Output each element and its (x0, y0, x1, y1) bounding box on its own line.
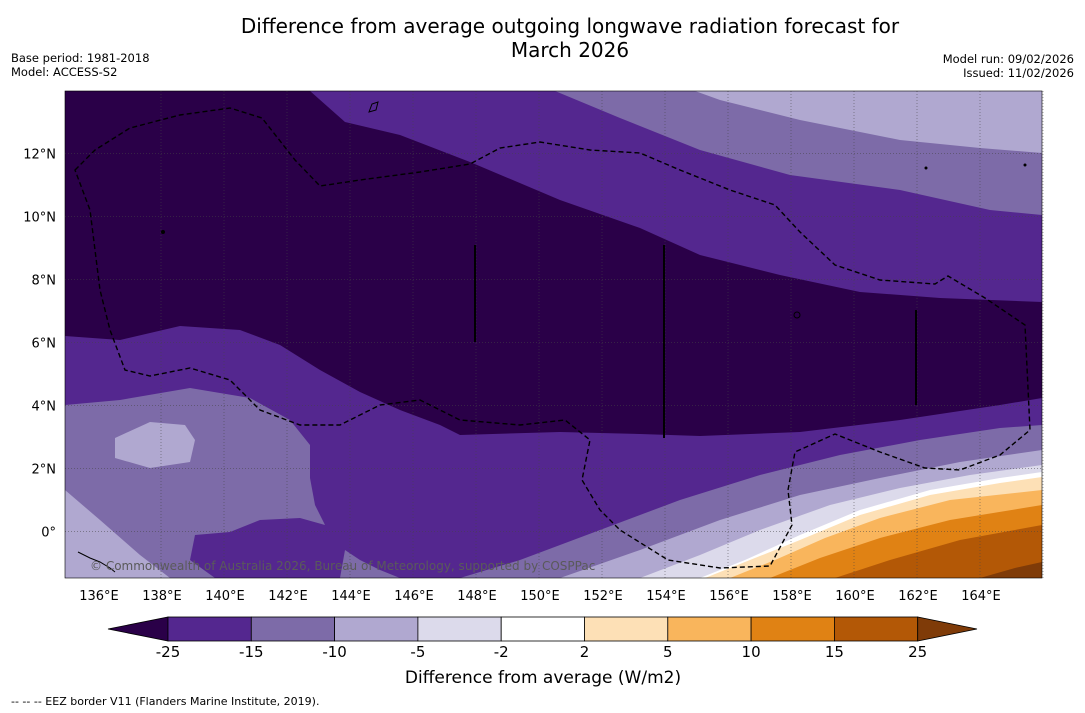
band-minus10-south-island (340, 550, 400, 578)
x-tick-label: 154°E (646, 589, 686, 604)
anomaly-field (65, 91, 1042, 578)
meridian-artifacts (474, 245, 917, 438)
x-tick-label: 152°E (583, 589, 623, 604)
band-plus25 (980, 562, 1042, 578)
island-mark (368, 101, 379, 113)
y-tick-label: 4°N (32, 400, 57, 415)
colorbar-segment (584, 616, 669, 642)
x-tick-label: 162°E (898, 589, 938, 604)
colorbar-tick-label: -15 (239, 643, 264, 661)
colorbar-segment (250, 616, 336, 642)
x-tick-label: 160°E (835, 589, 875, 604)
x-tick-label: 158°E (772, 589, 812, 604)
colorbar-segment (750, 616, 835, 642)
y-axis-labels: 12°N 10°N 8°N 6°N 4°N 2°N 0° (23, 148, 56, 541)
colorbar-tick-label: 25 (908, 643, 928, 661)
title-line-2: March 2026 (510, 38, 630, 62)
band-minus25 (65, 91, 1042, 436)
eez-footnote: -- -- -- EEZ border V11 (Flanders Marine… (11, 695, 320, 708)
island-mark (77, 551, 116, 573)
colorbar-segment (667, 616, 752, 642)
eez-border (74, 107, 1031, 569)
colorbar-segment (167, 616, 252, 642)
x-tick-label: 164°E (961, 589, 1001, 604)
band-minus5-north (695, 91, 1042, 153)
colorbar-segment (500, 616, 585, 642)
model-run: Model run: 09/02/2026 (942, 52, 1074, 66)
model-name: Model: ACCESS-S2 (11, 65, 118, 79)
run-info: Model run: 09/02/2026 Issued: 11/02/2026 (943, 52, 1074, 80)
colorbar-tick-label: 2 (579, 643, 590, 661)
colorbar-tick-label: -10 (322, 643, 347, 661)
x-tick-label: 156°E (709, 589, 749, 604)
band-minus5-southwest (65, 490, 170, 578)
colorbar-segment (417, 616, 502, 642)
eez-border-line (74, 107, 1031, 569)
colorbar-tick-label: -2 (493, 643, 509, 661)
x-tick-label: 148°E (457, 589, 497, 604)
y-tick-label: 6°N (32, 337, 57, 352)
credit-text: © Commonwealth of Australia 2026, Bureau… (90, 559, 596, 573)
colorbar-title: Difference from average (W/m2) (404, 668, 682, 688)
base-info: Base period: 1981-2018 Model: ACCESS-S2 (11, 51, 150, 79)
x-tick-label: 146°E (394, 589, 434, 604)
y-tick-label: 12°N (23, 148, 56, 163)
x-tick-label: 136°E (79, 589, 119, 604)
x-tick-label: 138°E (142, 589, 182, 604)
band-minus5-west (115, 422, 195, 468)
island-mark (793, 311, 801, 319)
colorbar-tick-label: -25 (155, 643, 181, 661)
y-tick-label: 8°N (32, 274, 57, 289)
colorbar-segment (334, 616, 419, 642)
x-tick-label: 142°E (268, 589, 308, 604)
x-tick-label: 150°E (520, 589, 560, 604)
colorbar-tick-label: 15 (824, 643, 844, 661)
x-tick-label: 144°E (331, 589, 371, 604)
island-mark (1023, 163, 1027, 167)
colorbar (107, 616, 978, 642)
y-tick-label: 0° (41, 526, 56, 541)
band-plus15 (835, 525, 1042, 578)
colorbar-tick-label: -5 (410, 643, 426, 661)
x-axis-labels: 136°E 138°E 140°E 142°E 144°E 146°E 148°E 150°E… (79, 589, 1001, 604)
colorbar-tick-label: 5 (663, 643, 673, 661)
islands (77, 101, 1027, 573)
map-title: Difference from average outgoing longwav… (170, 14, 970, 62)
colorbar-tick-label: 10 (741, 643, 761, 661)
base-period: Base period: 1981-2018 (11, 51, 150, 65)
colorbar-arrow-low (107, 616, 169, 642)
x-tick-label: 140°E (205, 589, 245, 604)
colorbar-arrow-high (917, 616, 978, 642)
island-mark (924, 166, 928, 170)
issued-date: Issued: 11/02/2026 (963, 66, 1074, 80)
title-line-1: Difference from average outgoing longwav… (240, 14, 900, 38)
map-frame (64, 90, 1043, 579)
graticule (65, 91, 1044, 578)
colorbar-segment (834, 616, 919, 642)
y-tick-label: 10°N (23, 211, 56, 226)
y-tick-label: 2°N (32, 463, 57, 478)
island-mark (161, 230, 165, 234)
